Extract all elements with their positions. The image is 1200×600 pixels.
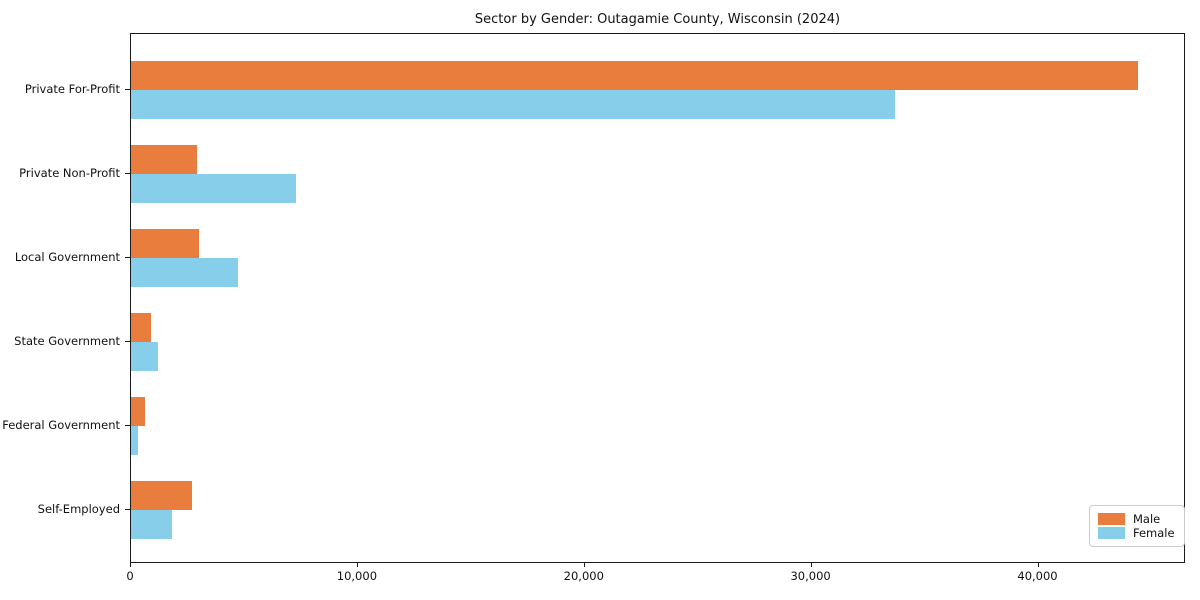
y-tick-label-self-employed: Self-Employed: [37, 501, 120, 516]
x-tick-label-20000: 20,000: [563, 569, 604, 583]
legend-swatch-female: [1098, 527, 1125, 539]
bar-female-private-non-profit: [131, 173, 296, 203]
y-tick-label-private-non-profit: Private Non-Profit: [19, 165, 120, 180]
legend-item-male: Male: [1098, 512, 1175, 526]
y-tick-mark-self-employed: [125, 508, 130, 510]
legend-label-male: Male: [1133, 512, 1161, 526]
bar-male-federal-government: [131, 396, 145, 426]
y-tick-mark-state-government: [125, 340, 130, 342]
x-tick-mark-10000: [356, 563, 358, 567]
x-tick-label-40000: 40,000: [1017, 569, 1058, 583]
x-tick-label-10000: 10,000: [336, 569, 378, 583]
x-tick-mark-40000: [1037, 563, 1039, 567]
legend-label-female: Female: [1133, 526, 1175, 540]
y-tick-mark-federal-government: [125, 424, 130, 426]
x-tick-label-0: 0: [126, 569, 134, 583]
bar-female-federal-government: [131, 425, 138, 455]
bar-male-private-for-profit: [131, 60, 1139, 90]
y-tick-label-state-government: State Government: [14, 333, 120, 348]
y-tick-label-local-government: Local Government: [14, 249, 120, 264]
legend-item-female: Female: [1098, 526, 1175, 540]
y-tick-mark-private-for-profit: [125, 88, 130, 90]
bar-male-private-non-profit: [131, 144, 197, 174]
y-tick-mark-private-non-profit: [125, 172, 130, 174]
bar-male-local-government: [131, 228, 200, 258]
y-tick-mark-local-government: [125, 256, 130, 258]
bar-female-state-government: [131, 341, 159, 371]
legend-items: Male Female: [1098, 512, 1175, 540]
legend-swatch-male: [1098, 513, 1125, 525]
bar-female-self-employed: [131, 509, 172, 539]
plot-area: [130, 33, 1185, 563]
bar-female-local-government: [131, 257, 238, 287]
x-tick-mark-30000: [810, 563, 812, 567]
chart-title: Sector by Gender: Outagamie County, Wisc…: [474, 12, 841, 27]
bar-female-private-for-profit: [131, 89, 895, 119]
y-tick-label-private-for-profit: Private For-Profit: [24, 81, 120, 96]
bar-male-state-government: [131, 312, 152, 342]
bar-male-self-employed: [131, 480, 193, 510]
x-tick-mark-0: [130, 563, 131, 567]
x-tick-mark-20000: [583, 563, 585, 567]
legend: Male Female: [1089, 505, 1185, 547]
x-tick-label-30000: 30,000: [790, 569, 831, 583]
y-tick-label-federal-government: Federal Government: [2, 417, 120, 432]
